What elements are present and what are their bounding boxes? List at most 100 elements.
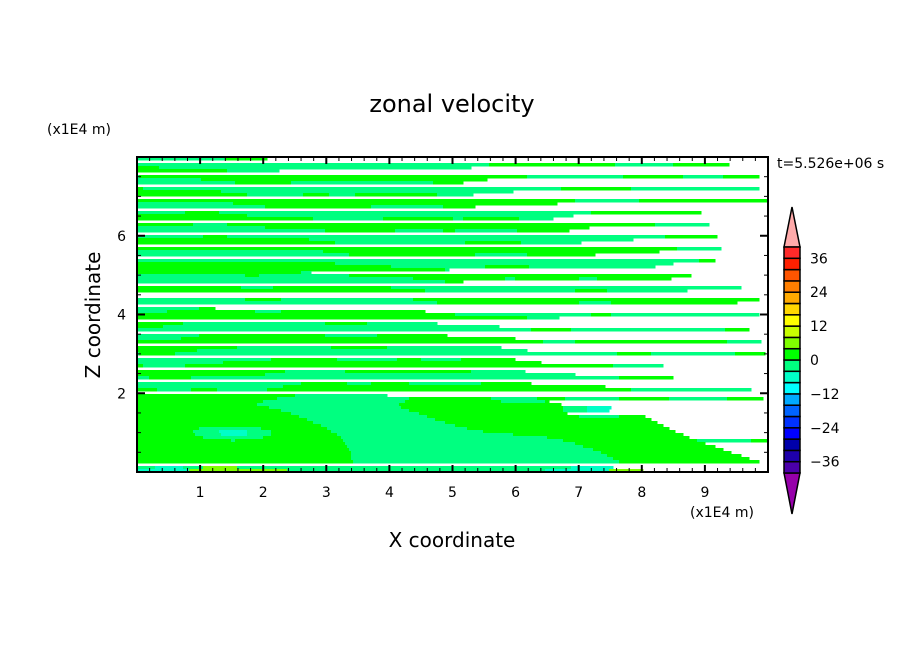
contour-band [529,265,656,269]
contour-band [563,439,698,443]
colorbar-box [783,268,801,282]
contour-band [607,454,742,458]
contour-band [137,448,350,452]
contour-band [307,418,436,422]
contour-band [609,469,644,473]
contour-band [259,274,350,278]
contour-band [299,415,428,419]
contour-band [613,457,750,461]
colorbar-under-triangle [783,472,801,515]
contour-band [137,427,200,431]
contour-band [349,274,692,278]
contour-band [425,289,576,293]
contour-band [397,358,422,362]
contour-band [137,313,456,317]
contour-band [409,409,564,413]
y-tick-label: 2 [117,386,126,402]
colorbar-box [783,460,801,474]
contour-band [727,340,762,344]
contour-band [137,247,678,251]
contour-band [137,409,282,413]
contour-band [137,238,310,242]
colorbar-box [783,427,801,440]
contour-band [137,418,308,422]
contour-band [201,178,488,182]
contour-band [383,217,454,221]
contour-band [631,388,752,392]
contour-band [579,415,620,419]
contour-band [413,277,506,281]
contour-band [301,382,348,386]
contour-band [355,193,438,197]
contour-band [255,310,282,314]
contour-band [613,364,664,368]
contour-band [137,157,226,161]
contour-band [563,409,588,413]
colorbar-box [783,381,801,395]
colorbar-box [783,280,801,293]
contour-band [137,430,194,434]
contour-band [413,298,760,302]
colorbar-box [783,347,801,361]
contour-band [331,430,484,434]
contour-band [137,214,248,218]
contour-band [219,430,248,434]
contour-band [247,193,304,197]
contour-band [349,448,594,452]
contour-band [193,430,220,434]
colorbar-box [783,438,801,452]
contour-band [219,211,592,215]
contour-band [257,403,400,407]
contour-band [137,334,200,338]
contour-band [137,406,270,410]
contour-band [137,217,314,221]
contour-band [139,352,176,356]
contour-band [345,442,576,446]
y-scale-label: (x1E4 m) [47,122,111,138]
contour-band [181,337,516,341]
contour-band [571,466,614,470]
contour-band [291,181,434,185]
colorbar: 36 24 12 0 −12 −24 −36 [783,206,840,515]
contour-band [519,217,554,221]
contour-band [505,277,516,281]
contour-band [271,430,332,434]
contour-band [155,466,184,470]
contour-band [137,187,144,191]
contour-band [167,310,256,314]
contour-band [247,214,574,218]
contour-band [137,376,150,380]
contour-band [231,439,236,443]
contour-band [313,217,384,221]
contour-band [343,439,564,443]
contour-band [531,328,572,332]
contour-band [191,388,218,392]
contour-band [697,439,752,443]
contour-band [301,271,312,275]
contour-band [281,310,426,314]
contour-band [137,358,272,362]
contour-band [677,247,722,251]
contour-band [371,382,410,386]
contour-band [137,310,168,314]
contour-band [313,421,446,425]
contour-band [137,181,236,185]
contour-band [137,274,246,278]
contour-band [137,262,336,266]
contour-band [337,358,398,362]
contour-band [331,346,388,350]
contour-band [183,322,326,326]
contour-band [517,229,570,233]
contour-band [591,313,612,317]
contour-band [683,175,724,179]
contour-band [137,199,576,203]
colorbar-label: 24 [810,285,828,301]
chart-title: zonal velocity [369,90,534,118]
contour-band [513,433,684,437]
x-scale-label: (x1E4 m) [690,505,754,521]
contour-band [485,265,530,269]
contour-band [409,382,482,386]
colorbar-label: 0 [810,353,819,369]
contour-band [203,466,238,470]
